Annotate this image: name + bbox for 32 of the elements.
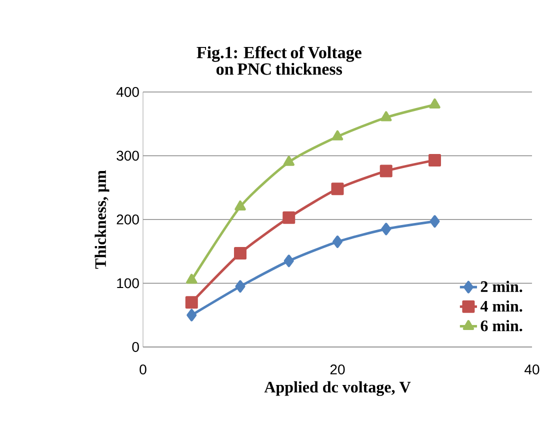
point bbox=[430, 215, 440, 228]
point bbox=[235, 280, 246, 293]
x-axis-title: Applied dc voltage, V bbox=[264, 381, 411, 396]
point bbox=[429, 98, 440, 108]
y-tick-label: 0 bbox=[132, 342, 139, 352]
point bbox=[185, 296, 198, 309]
y-tick-label: 200 bbox=[116, 214, 139, 224]
y-tick-label: 300 bbox=[116, 150, 139, 161]
x-tick-label: 40 bbox=[524, 364, 540, 374]
point bbox=[234, 247, 247, 260]
point bbox=[331, 182, 344, 196]
point bbox=[284, 254, 294, 268]
point bbox=[186, 308, 197, 322]
legend-label: 4 min. bbox=[480, 300, 522, 312]
x-tick-label: 0 bbox=[140, 364, 146, 374]
point bbox=[186, 274, 198, 284]
point bbox=[428, 154, 441, 166]
legend-label: 2 min. bbox=[480, 280, 522, 292]
point bbox=[381, 222, 392, 236]
x-tick-label: 20 bbox=[330, 364, 345, 374]
y-tick-label: 400 bbox=[116, 87, 139, 97]
point bbox=[234, 200, 246, 210]
point bbox=[283, 156, 294, 166]
point bbox=[380, 111, 392, 122]
point bbox=[332, 236, 342, 248]
point bbox=[380, 164, 392, 178]
chart-title: Fig.1: Effect of Voltage on PNC thickness bbox=[196, 46, 362, 75]
point bbox=[332, 130, 344, 140]
y-axis-title: Thickness, µm bbox=[94, 170, 110, 269]
legend-label: 6 min. bbox=[480, 320, 522, 332]
y-tick-label: 100 bbox=[117, 278, 139, 288]
point bbox=[282, 211, 296, 224]
